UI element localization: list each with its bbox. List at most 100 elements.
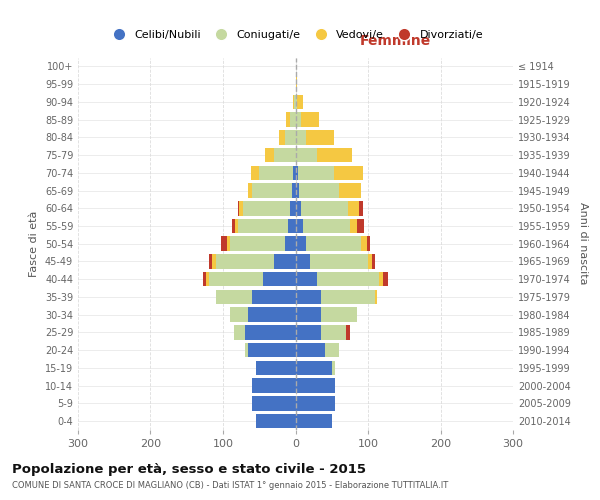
Bar <box>359 201 363 216</box>
Bar <box>379 272 383 286</box>
Bar <box>288 218 296 234</box>
Bar <box>252 290 296 304</box>
Bar <box>383 272 388 286</box>
Bar <box>248 184 252 198</box>
Text: Femmine: Femmine <box>360 34 431 48</box>
Bar <box>239 201 242 216</box>
Bar <box>245 343 248 357</box>
Bar <box>252 378 296 393</box>
Bar <box>296 130 307 144</box>
Bar <box>296 94 297 109</box>
Bar <box>303 218 350 234</box>
Bar <box>263 272 296 286</box>
Bar <box>296 148 317 162</box>
Bar <box>252 396 296 410</box>
Bar <box>259 166 293 180</box>
Bar <box>332 360 335 375</box>
Bar <box>206 272 209 286</box>
Bar <box>317 272 379 286</box>
Bar <box>274 254 296 269</box>
Y-axis label: Fasce di età: Fasce di età <box>29 210 39 277</box>
Legend: Celibi/Nubili, Coniugati/e, Vedovi/e, Divorziati/e: Celibi/Nubili, Coniugati/e, Vedovi/e, Di… <box>103 26 488 44</box>
Bar <box>248 343 296 357</box>
Bar <box>296 254 310 269</box>
Bar <box>297 94 303 109</box>
Bar <box>361 236 367 251</box>
Bar <box>238 201 239 216</box>
Bar <box>290 112 296 127</box>
Bar <box>296 290 321 304</box>
Bar <box>279 130 284 144</box>
Bar <box>368 254 371 269</box>
Bar <box>294 94 296 109</box>
Text: Popolazione per età, sesso e stato civile - 2015: Popolazione per età, sesso e stato civil… <box>12 462 366 475</box>
Bar <box>296 343 325 357</box>
Bar <box>284 130 296 144</box>
Bar <box>248 308 296 322</box>
Bar <box>301 201 349 216</box>
Bar <box>299 184 339 198</box>
Bar <box>284 236 296 251</box>
Bar <box>296 308 321 322</box>
Bar <box>251 166 259 180</box>
Bar <box>301 112 319 127</box>
Bar <box>296 218 303 234</box>
Bar <box>274 148 296 162</box>
Bar <box>339 184 361 198</box>
Bar <box>321 325 346 340</box>
Bar <box>334 166 363 180</box>
Bar <box>310 254 368 269</box>
Bar <box>371 254 375 269</box>
Bar <box>307 130 334 144</box>
Bar <box>293 166 296 180</box>
Bar <box>375 290 377 304</box>
Bar <box>296 378 335 393</box>
Bar <box>221 236 227 251</box>
Bar <box>238 218 288 234</box>
Bar <box>298 166 334 180</box>
Text: COMUNE DI SANTA CROCE DI MAGLIANO (CB) - Dati ISTAT 1° gennaio 2015 - Elaborazio: COMUNE DI SANTA CROCE DI MAGLIANO (CB) -… <box>12 481 448 490</box>
Bar <box>296 414 332 428</box>
Bar <box>292 184 296 198</box>
Bar <box>296 201 301 216</box>
Bar <box>325 343 339 357</box>
Bar <box>256 414 296 428</box>
Bar <box>321 290 375 304</box>
Bar <box>296 236 307 251</box>
Bar <box>296 325 321 340</box>
Bar <box>357 218 364 234</box>
Bar <box>235 218 238 234</box>
Bar <box>227 236 230 251</box>
Bar <box>321 308 357 322</box>
Bar <box>350 218 357 234</box>
Bar <box>290 201 296 216</box>
Bar <box>307 236 361 251</box>
Bar <box>346 325 350 340</box>
Bar <box>349 201 359 216</box>
Bar <box>367 236 370 251</box>
Y-axis label: Anni di nascita: Anni di nascita <box>578 202 587 285</box>
Bar <box>296 112 301 127</box>
Bar <box>212 254 216 269</box>
Bar <box>216 254 274 269</box>
Bar <box>245 325 296 340</box>
Bar <box>296 272 317 286</box>
Bar <box>230 308 248 322</box>
Bar <box>296 166 298 180</box>
Bar <box>286 112 290 127</box>
Bar <box>209 254 212 269</box>
Bar <box>252 184 292 198</box>
Bar <box>296 184 299 198</box>
Bar <box>230 236 284 251</box>
Bar <box>296 396 335 410</box>
Bar <box>232 218 235 234</box>
Bar <box>203 272 206 286</box>
Bar <box>265 148 274 162</box>
Bar <box>242 201 290 216</box>
Bar <box>256 360 296 375</box>
Bar <box>216 290 252 304</box>
Bar <box>296 77 297 92</box>
Bar <box>293 94 294 109</box>
Bar <box>296 360 332 375</box>
Bar <box>234 325 245 340</box>
